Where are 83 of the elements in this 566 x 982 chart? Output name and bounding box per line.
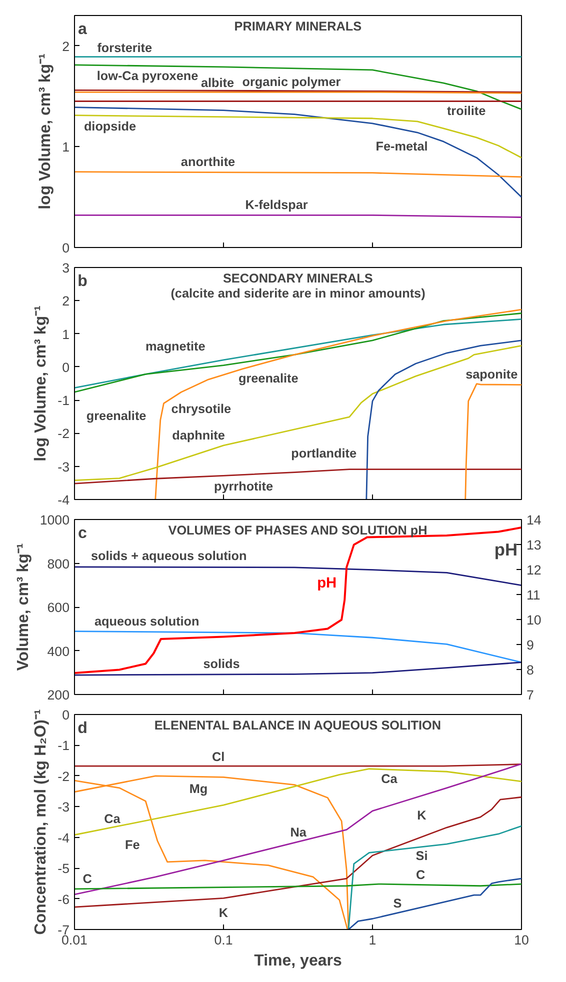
y-tick-label: -4 bbox=[58, 492, 70, 508]
annotation: aqueous solution bbox=[94, 614, 200, 628]
chart-title: PRIMARY MINERALS bbox=[234, 20, 362, 34]
annotation: Si bbox=[416, 849, 428, 864]
y-tick-label: 800 bbox=[47, 556, 70, 572]
y-tick-label: -4 bbox=[58, 830, 70, 846]
y-tick-label: 0 bbox=[62, 360, 70, 375]
annotation: solids bbox=[203, 656, 240, 671]
y-tick-label: 2 bbox=[62, 294, 70, 309]
y-tick-label: 1 bbox=[62, 326, 70, 342]
y-tick-label: -5 bbox=[58, 861, 70, 876]
annotation: diopside bbox=[84, 119, 136, 134]
annotation: chrysotile bbox=[171, 402, 232, 416]
y-tick-label: 2 bbox=[62, 38, 70, 54]
annotation: anorthite bbox=[180, 154, 236, 169]
y2-tick-label: 10 bbox=[526, 612, 542, 628]
y2-tick-label: 7 bbox=[526, 688, 534, 702]
y-axis-title: log Volume, cm³ kg⁻¹ bbox=[37, 54, 54, 210]
annotation: albite bbox=[200, 76, 234, 90]
y-tick-label: 1 bbox=[62, 140, 70, 155]
x-tick-label: 0.01 bbox=[62, 932, 88, 948]
y-tick-label: 400 bbox=[47, 644, 70, 659]
y-tick-label: 3 bbox=[62, 260, 70, 276]
annotation: Fe-metal bbox=[376, 140, 428, 154]
annotation: solids + aqueous solution bbox=[91, 549, 247, 564]
y-axis-title: Volume, cm³ kg⁻¹ bbox=[14, 543, 32, 671]
annotation: C bbox=[416, 868, 426, 882]
y-tick-label: -1 bbox=[58, 738, 70, 754]
y-tick-label: -3 bbox=[58, 800, 70, 815]
annotation: magnetite bbox=[146, 339, 206, 354]
annotation: greenalite bbox=[238, 372, 298, 386]
annotation: low-Ca pyroxene bbox=[96, 68, 198, 83]
annotation: K bbox=[417, 808, 428, 823]
x-tick-label: 10 bbox=[514, 932, 529, 948]
annotation: Mg bbox=[189, 782, 208, 796]
annotation: pyrrhotite bbox=[214, 480, 274, 494]
annotation: c bbox=[78, 525, 88, 542]
chart-title: ELENENTAL BALANCE IN AQUEOUS SOLITION bbox=[154, 718, 441, 732]
y-tick-label: -1 bbox=[58, 393, 70, 408]
annotation: troilite bbox=[446, 104, 486, 118]
y2-tick-label: 13 bbox=[526, 538, 542, 552]
y-tick-label: -6 bbox=[58, 892, 70, 907]
y-tick-label: 600 bbox=[47, 600, 70, 615]
annotation: S bbox=[393, 896, 402, 911]
chart-title: VOLUMES OF PHASES AND SOLUTION pH bbox=[168, 524, 428, 538]
y-tick-label: -2 bbox=[58, 426, 70, 442]
y-tick-label: 0 bbox=[62, 708, 70, 722]
y-tick-label: 0 bbox=[62, 240, 70, 256]
annotation: b bbox=[78, 273, 88, 290]
y-tick-label: -2 bbox=[58, 768, 70, 784]
chart-title: SECONDARY MINERALS bbox=[222, 272, 373, 286]
y2-tick-label: 9 bbox=[526, 638, 534, 652]
y2-tick-label: 14 bbox=[526, 512, 542, 528]
annotation: Na bbox=[290, 826, 308, 840]
y2-tick-label: 8 bbox=[526, 662, 534, 678]
annotation: portlandite bbox=[291, 446, 356, 461]
annotation: Fe bbox=[124, 838, 140, 852]
y-tick-label: 1000 bbox=[40, 512, 70, 528]
annotation: daphnite bbox=[172, 428, 225, 442]
annotation: K bbox=[218, 906, 229, 920]
annotation: Cl bbox=[212, 750, 225, 764]
annotation: forsterite bbox=[97, 40, 152, 55]
y-axis-title: log Volume, cm³ kg⁻¹ bbox=[32, 306, 50, 462]
y-axis-title: Concentration, mol (kg H₂O)⁻¹ bbox=[32, 709, 50, 935]
y2-tick-label: 12 bbox=[526, 562, 542, 578]
series-label: pH bbox=[317, 576, 337, 592]
y2-axis-title: pH bbox=[494, 540, 518, 560]
annotation: greenalite bbox=[86, 408, 146, 423]
x-tick-label: 1 bbox=[368, 932, 376, 948]
annotation: K-feldspar bbox=[245, 198, 308, 212]
x-axis-title: Time, years bbox=[254, 952, 342, 970]
annotation: Ca bbox=[381, 772, 398, 786]
x-tick-label: 0.1 bbox=[214, 932, 233, 948]
annotation: organic polymer bbox=[242, 75, 341, 90]
annotation: C bbox=[82, 872, 92, 886]
y-tick-label: -3 bbox=[58, 459, 70, 474]
annotation: saponite bbox=[466, 367, 518, 382]
y-tick-label: 200 bbox=[47, 688, 70, 702]
annotation: a bbox=[78, 21, 88, 38]
text: (calcite and siderite are in minor amounts) bbox=[170, 286, 426, 300]
y2-tick-label: 11 bbox=[526, 588, 540, 602]
annotation: Ca bbox=[104, 812, 122, 826]
annotation: d bbox=[78, 720, 88, 737]
